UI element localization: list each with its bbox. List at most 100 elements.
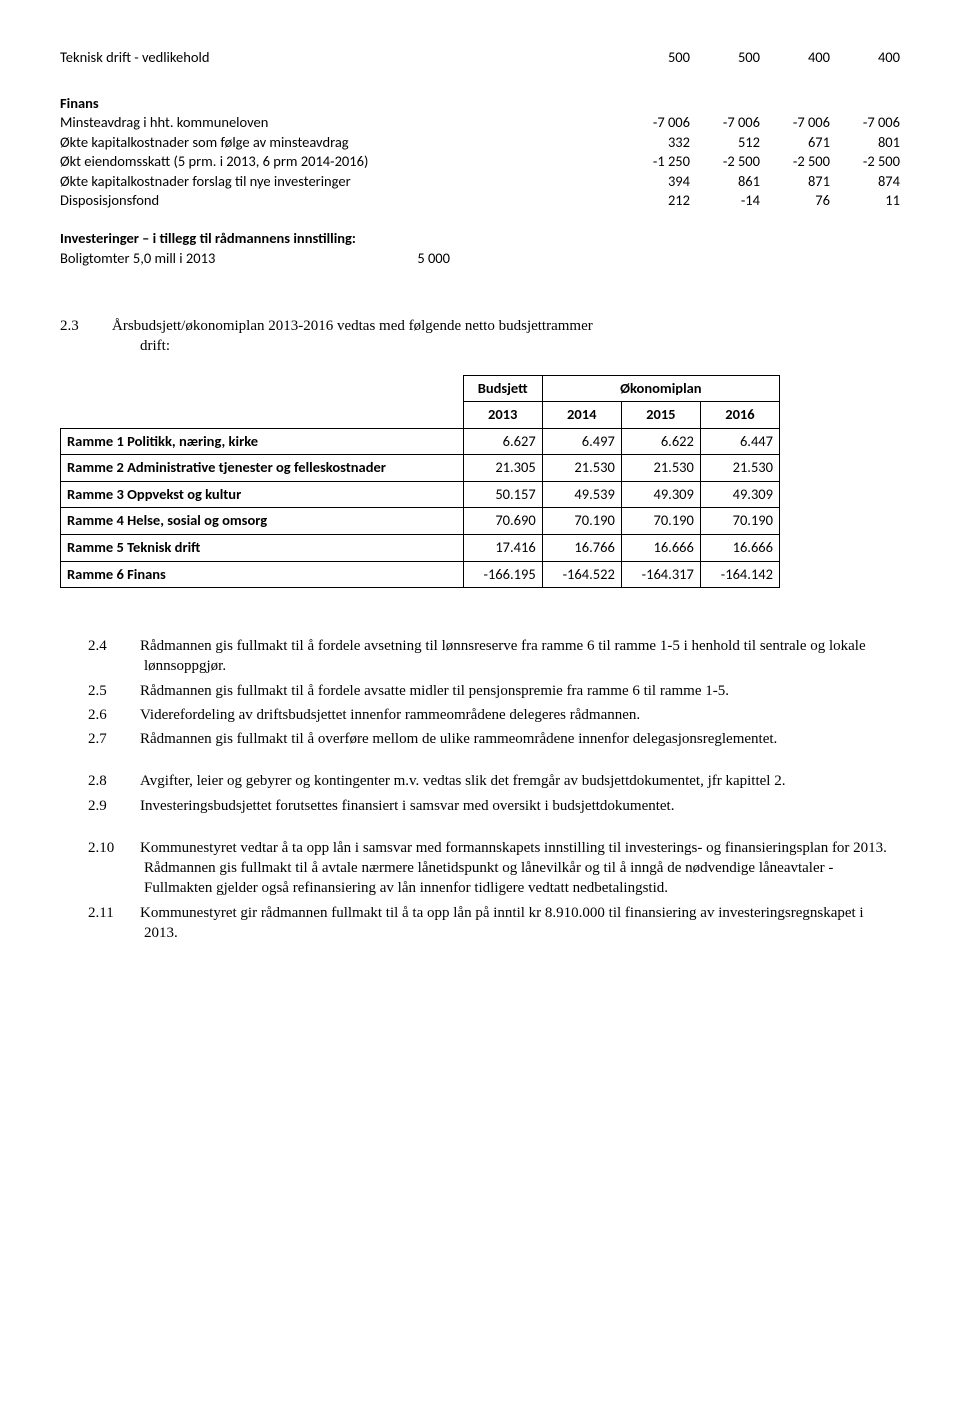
- finans-row-val: 212: [620, 191, 690, 211]
- table-row-val: -164.142: [700, 561, 779, 588]
- finans-row-val: -2 500: [830, 152, 900, 172]
- p25-num: 2.5: [88, 681, 140, 701]
- finans-row-val: 871: [760, 172, 830, 192]
- table-row: Ramme 3 Oppvekst og kultur50.15749.53949…: [61, 481, 780, 508]
- th-y1: 2013: [463, 402, 542, 429]
- table-row-val: 70.190: [542, 508, 621, 535]
- finans-row-val: 76: [760, 191, 830, 211]
- top-row: Teknisk drift - vedlikehold 500 500 400 …: [60, 48, 900, 68]
- finans-row-val: 332: [620, 133, 690, 153]
- table-row-val: -166.195: [463, 561, 542, 588]
- table-row-val: 70.190: [700, 508, 779, 535]
- p29-num: 2.9: [88, 796, 140, 816]
- finans-row-val: -7 006: [760, 113, 830, 133]
- finans-row: Økte kapitalkostnader som følge av minst…: [60, 133, 900, 153]
- table-row-val: -164.522: [542, 561, 621, 588]
- table-row-val: 21.530: [542, 455, 621, 482]
- table-row-val: 50.157: [463, 481, 542, 508]
- finans-row-val: -7 006: [830, 113, 900, 133]
- p27-text: Rådmannen gis fullmakt til å overføre me…: [140, 731, 777, 747]
- table-row: Ramme 4 Helse, sosial og omsorg70.69070.…: [61, 508, 780, 535]
- table-row-val: 6.627: [463, 428, 542, 455]
- finans-row-val: 874: [830, 172, 900, 192]
- table-row: Ramme 1 Politikk, næring, kirke6.6276.49…: [61, 428, 780, 455]
- finans-row-label: Disposisjonsfond: [60, 191, 620, 211]
- th-okonomiplan: Økonomiplan: [542, 375, 779, 402]
- invest-val: 5 000: [380, 249, 450, 269]
- finans-row-label: Økte kapitalkostnader forslag til nye in…: [60, 172, 620, 192]
- table-row-val: 49.309: [700, 481, 779, 508]
- finans-row-val: -2 500: [760, 152, 830, 172]
- finans-row-val: -1 250: [620, 152, 690, 172]
- p26-num: 2.6: [88, 705, 140, 725]
- p211-num: 2.11: [88, 903, 140, 923]
- finans-head: Finans: [60, 94, 900, 114]
- top-v1: 500: [620, 48, 690, 68]
- finans-row: Minsteavdrag i hht. kommuneloven-7 006-7…: [60, 113, 900, 133]
- top-v3: 400: [760, 48, 830, 68]
- p23-text: Årsbudsjett/økonomiplan 2013-2016 vedtas…: [112, 318, 593, 334]
- table-row: Ramme 5 Teknisk drift17.41616.76616.6661…: [61, 534, 780, 561]
- finans-row-label: Økte kapitalkostnader som følge av minst…: [60, 133, 620, 153]
- table-row-val: 49.539: [542, 481, 621, 508]
- table-row-label: Ramme 5 Teknisk drift: [61, 534, 464, 561]
- invest-row: Boligtomter 5,0 mill i 2013 5 000: [60, 249, 900, 269]
- budget-table: Budsjett Økonomiplan 2013 2014 2015 2016…: [60, 375, 780, 589]
- p211-text: Kommunestyret gir rådmannen fullmakt til…: [140, 905, 864, 941]
- finans-row-val: -14: [690, 191, 760, 211]
- p23: 2.3Årsbudsjett/økonomiplan 2013-2016 ved…: [60, 316, 900, 336]
- finans-row-val: -7 006: [690, 113, 760, 133]
- finans-row-val: 861: [690, 172, 760, 192]
- th-budsjett: Budsjett: [463, 375, 542, 402]
- table-row: Ramme 2 Administrative tjenester og fell…: [61, 455, 780, 482]
- p25-text: Rådmannen gis fullmakt til å fordele avs…: [140, 683, 729, 699]
- p24-text: Rådmannen gis fullmakt til å fordele avs…: [140, 638, 866, 674]
- p26: 2.6Viderefordeling av driftsbudsjettet i…: [88, 705, 900, 725]
- p28-text: Avgifter, leier og gebyrer og kontingent…: [140, 773, 785, 789]
- table-head-row1: Budsjett Økonomiplan: [61, 375, 780, 402]
- finans-row-val: -7 006: [620, 113, 690, 133]
- p29-text: Investeringsbudsjettet forutsettes finan…: [140, 798, 674, 814]
- finans-row-label: Økt eiendomsskatt (5 prm. i 2013, 6 prm …: [60, 152, 620, 172]
- p25: 2.5Rådmannen gis fullmakt til å fordele …: [88, 681, 900, 701]
- p211: 2.11Kommunestyret gir rådmannen fullmakt…: [88, 903, 900, 944]
- table-row-label: Ramme 6 Finans: [61, 561, 464, 588]
- p23-line2: drift:: [140, 336, 900, 356]
- table-row-label: Ramme 3 Oppvekst og kultur: [61, 481, 464, 508]
- table-row-val: 70.690: [463, 508, 542, 535]
- p210-text: Kommunestyret vedtar å ta opp lån i sams…: [140, 840, 887, 897]
- table-row-val: 16.666: [621, 534, 700, 561]
- p28: 2.8Avgifter, leier og gebyrer og konting…: [88, 771, 900, 791]
- p210-num: 2.10: [88, 838, 140, 858]
- finans-row-val: 11: [830, 191, 900, 211]
- table-row: Ramme 6 Finans-166.195-164.522-164.317-1…: [61, 561, 780, 588]
- table-row-val: 6.447: [700, 428, 779, 455]
- finans-row: Økt eiendomsskatt (5 prm. i 2013, 6 prm …: [60, 152, 900, 172]
- invest-head: Investeringer – i tillegg til rådmannens…: [60, 229, 900, 249]
- table-row-val: 17.416: [463, 534, 542, 561]
- table-row-val: 16.766: [542, 534, 621, 561]
- p23-num: 2.3: [60, 316, 112, 336]
- top-label: Teknisk drift - vedlikehold: [60, 48, 620, 68]
- finans-row-val: -2 500: [690, 152, 760, 172]
- top-v2: 500: [690, 48, 760, 68]
- table-row-val: 21.305: [463, 455, 542, 482]
- p210: 2.10Kommunestyret vedtar å ta opp lån i …: [88, 838, 900, 899]
- finans-row-val: 394: [620, 172, 690, 192]
- p28-num: 2.8: [88, 771, 140, 791]
- p24-num: 2.4: [88, 636, 140, 656]
- table-row-val: -164.317: [621, 561, 700, 588]
- th-y4: 2016: [700, 402, 779, 429]
- table-row-val: 16.666: [700, 534, 779, 561]
- th-y3: 2015: [621, 402, 700, 429]
- table-row-label: Ramme 1 Politikk, næring, kirke: [61, 428, 464, 455]
- p27-num: 2.7: [88, 729, 140, 749]
- table-row-val: 49.309: [621, 481, 700, 508]
- table-row-label: Ramme 2 Administrative tjenester og fell…: [61, 455, 464, 482]
- p27: 2.7Rådmannen gis fullmakt til å overføre…: [88, 729, 900, 749]
- table-row-val: 21.530: [700, 455, 779, 482]
- finans-row-val: 512: [690, 133, 760, 153]
- finans-row-val: 801: [830, 133, 900, 153]
- p26-text: Viderefordeling av driftsbudsjettet inne…: [140, 707, 640, 723]
- finans-row-val: 671: [760, 133, 830, 153]
